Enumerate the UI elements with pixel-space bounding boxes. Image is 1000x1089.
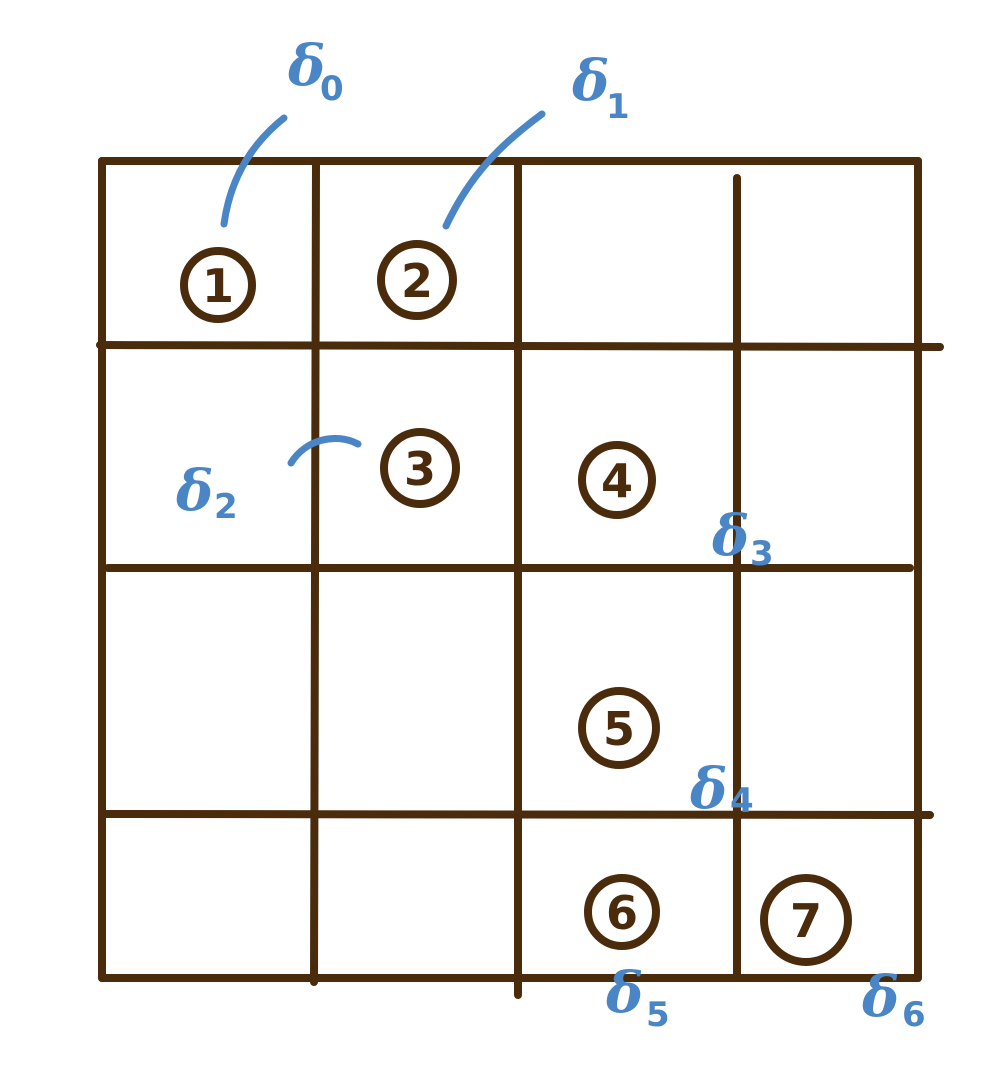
cell-number: 6 bbox=[606, 886, 638, 940]
delta-symbol: δ bbox=[287, 33, 325, 99]
delta-symbol: δ bbox=[175, 458, 213, 524]
delta-label-3: δ 3 bbox=[711, 503, 774, 574]
cell-number: 1 bbox=[202, 259, 234, 313]
cell-label-7: 7 bbox=[760, 874, 852, 966]
delta-subscript: 6 bbox=[902, 995, 926, 1035]
delta-symbol: δ bbox=[605, 960, 643, 1026]
delta-label-1: δ 1 bbox=[571, 48, 630, 127]
cell-label-6: 6 bbox=[584, 874, 660, 950]
cell-label-5: 5 bbox=[578, 687, 660, 769]
delta-symbol: δ bbox=[861, 964, 899, 1030]
delta-subscript: 5 bbox=[646, 995, 670, 1035]
delta-subscript: 0 bbox=[320, 69, 344, 109]
delta-labels: δ 0 δ 1 δ 2 δ 3 δ 4 δ 5 δ 6 bbox=[175, 33, 926, 1035]
cell-label-2: 2 bbox=[377, 240, 457, 320]
delta-subscript: 4 bbox=[730, 781, 754, 821]
grid-vertical-line-1 bbox=[310, 157, 320, 986]
grid-lines bbox=[96, 157, 944, 999]
cell-number: 4 bbox=[601, 454, 633, 508]
delta-label-2: δ 2 bbox=[175, 458, 238, 527]
delta-0-pointer bbox=[220, 114, 288, 228]
delta-pointers bbox=[220, 110, 546, 467]
cell-label-4: 4 bbox=[578, 441, 656, 519]
cell-labels: 1 2 3 4 5 6 7 bbox=[180, 240, 852, 966]
delta-2-pointer bbox=[287, 434, 362, 467]
cell-number: 2 bbox=[401, 254, 433, 308]
cell-number: 5 bbox=[603, 702, 635, 756]
delta-label-6: δ 6 bbox=[861, 964, 926, 1035]
cell-label-3: 3 bbox=[380, 428, 460, 508]
delta-subscript: 3 bbox=[750, 534, 774, 574]
delta-1-pointer bbox=[442, 110, 546, 230]
cell-number: 7 bbox=[790, 894, 822, 948]
delta-symbol: δ bbox=[689, 756, 727, 822]
delta-label-0: δ 0 bbox=[287, 33, 344, 109]
delta-symbol: δ bbox=[711, 503, 749, 569]
delta-label-5: δ 5 bbox=[605, 960, 670, 1035]
cell-number: 3 bbox=[404, 442, 436, 496]
delta-label-4: δ 4 bbox=[689, 756, 754, 822]
cell-label-1: 1 bbox=[180, 247, 256, 323]
delta-subscript: 2 bbox=[214, 487, 238, 527]
delta-symbol: δ bbox=[571, 48, 609, 114]
delta-subscript: 1 bbox=[606, 87, 630, 127]
